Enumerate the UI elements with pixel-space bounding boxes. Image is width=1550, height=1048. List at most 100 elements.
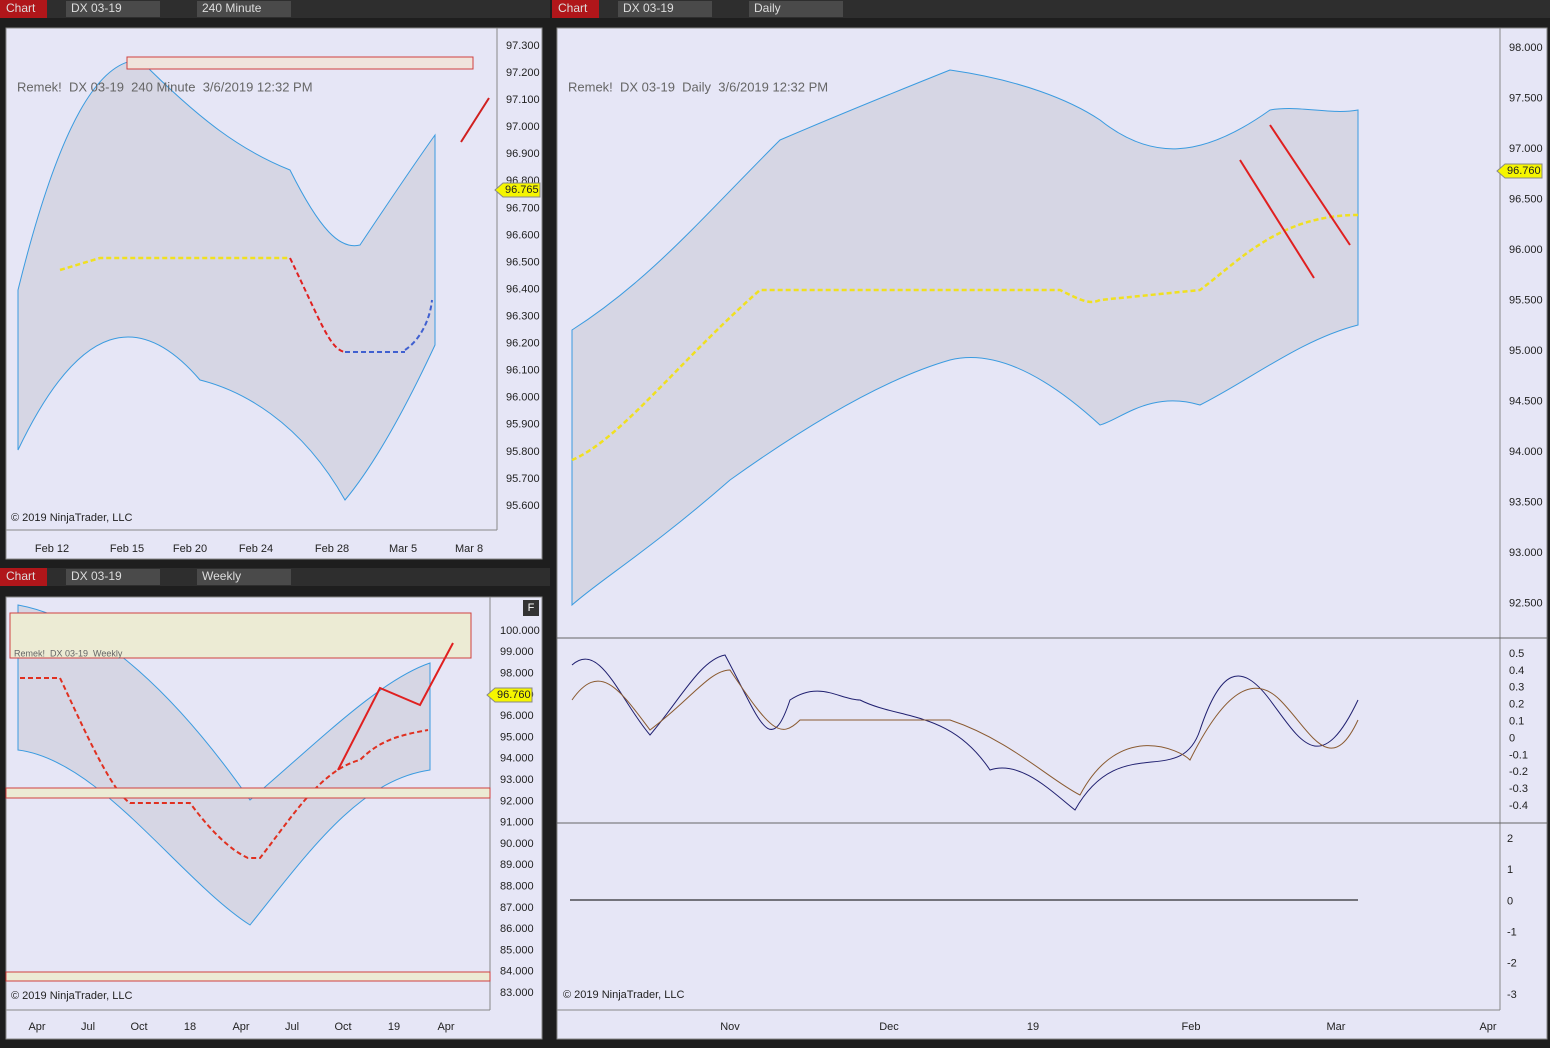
drawing — [337, 642, 454, 771]
axis-label: 87.000 — [500, 902, 534, 914]
axis-label: 94.000 — [500, 753, 534, 765]
copyright: © 2019 NinjaTrader, LLC — [11, 990, 132, 1002]
instrument[interactable]: DX 03-19 — [71, 1, 122, 15]
axis-label: 90.000 — [500, 838, 534, 850]
period-box[interactable] — [197, 569, 291, 585]
date-label: 19 — [388, 1021, 400, 1033]
axis-label: 97.200 — [506, 67, 540, 79]
axis-label: 96.200 — [506, 338, 540, 350]
drawing — [460, 97, 490, 143]
line — [345, 299, 433, 353]
period[interactable]: 240 Minute — [202, 1, 262, 15]
period-box[interactable] — [197, 1, 291, 17]
instrument[interactable]: DX 03-19 — [623, 1, 674, 15]
tab-label[interactable]: Chart — [6, 569, 36, 583]
date-label: 18 — [184, 1021, 196, 1033]
chart-tab[interactable] — [552, 0, 599, 18]
date-label: Feb 12 — [35, 543, 69, 555]
axis-label: 97.100 — [506, 94, 540, 106]
chart-tab[interactable] — [0, 568, 47, 586]
axis-label: 94.500 — [1509, 395, 1543, 407]
date-label: Feb 15 — [110, 543, 144, 555]
date-label: Dec — [879, 1021, 899, 1033]
copyright: © 2019 NinjaTrader, LLC — [11, 512, 132, 524]
axis-label: 94.000 — [1509, 446, 1543, 458]
axis-label: 95.500 — [1509, 294, 1543, 306]
zone — [9, 612, 472, 659]
instrument-box[interactable] — [618, 1, 712, 17]
axis-label: 97.000 — [506, 121, 540, 133]
axis-label: 96.500 — [506, 256, 540, 268]
axis-label: 96.400 — [506, 283, 540, 295]
axis-label: 0.2 — [1509, 699, 1524, 711]
date-label: Feb — [1182, 1021, 1201, 1033]
line — [59, 256, 290, 272]
axis-label: 91.000 — [500, 817, 534, 829]
tab-label[interactable]: Chart — [6, 1, 36, 15]
tab-label[interactable]: Chart — [558, 1, 588, 15]
instrument-box[interactable] — [66, 569, 160, 585]
axis-label: 96.900 — [506, 148, 540, 160]
axis-label: -0.1 — [1509, 749, 1528, 761]
axis-label: 97.000 — [1509, 143, 1543, 155]
axes: 97.30097.20097.10097.00096.90096.80096.7… — [28, 40, 1542, 1033]
chart-label: Remek! DX 03-19 Daily 3/6/2019 12:32 PM — [568, 79, 828, 94]
button[interactable] — [523, 600, 539, 616]
zone — [5, 971, 491, 982]
toolbar: Chart DX 03-19 240 Minute Chart DX 03-19… — [0, 0, 1550, 586]
date-label: Jul — [285, 1021, 299, 1033]
oscillator — [571, 654, 1359, 811]
axis-label: 96.000 — [506, 392, 540, 404]
axis-label: -0.3 — [1509, 783, 1528, 795]
date-label: Oct — [130, 1021, 147, 1033]
price-marker-label: 96.760 — [1507, 165, 1541, 177]
axis-label: 92.500 — [1509, 597, 1543, 609]
axis-label: 2 — [1507, 833, 1513, 845]
axis-label: 95.600 — [506, 500, 540, 512]
axis-label: 84.000 — [500, 966, 534, 978]
instrument-box[interactable] — [66, 1, 160, 17]
axis-label: 93.000 — [1509, 547, 1543, 559]
axis-label: 92.000 — [500, 795, 534, 807]
axis-label: 98.000 — [1509, 42, 1543, 54]
axis-label: 93.000 — [500, 774, 534, 786]
oscillator-signal — [571, 669, 1359, 796]
axis-label: 96.000 — [500, 710, 534, 722]
price-marker-label: 96.760 — [497, 689, 531, 701]
axis-label: 96.300 — [506, 311, 540, 323]
period[interactable]: Daily — [754, 1, 781, 15]
axis-label: 88.000 — [500, 881, 534, 893]
axis-label: 89.000 — [500, 859, 534, 871]
date-label: Mar — [1327, 1021, 1346, 1033]
button-label[interactable]: F — [528, 602, 535, 614]
date-label: Feb 28 — [315, 543, 349, 555]
chart-label: Remek! DX 03-19 Weekly — [14, 648, 123, 658]
axis-label: 0.3 — [1509, 682, 1524, 694]
axis-label: -3 — [1507, 989, 1517, 1001]
axis-label: 1 — [1507, 864, 1513, 876]
price-marker — [494, 182, 541, 198]
axis-label: 95.000 — [500, 731, 534, 743]
drawing — [1239, 124, 1351, 279]
date-label: Jul — [81, 1021, 95, 1033]
date-label: Feb 24 — [239, 543, 273, 555]
axis-label: 100.000 — [500, 625, 540, 637]
axis-label: -2 — [1507, 958, 1517, 970]
copyright: © 2019 NinjaTrader, LLC — [563, 989, 684, 1001]
instrument[interactable]: DX 03-19 — [71, 569, 122, 583]
date-label: Oct — [334, 1021, 351, 1033]
chart-tab[interactable] — [0, 0, 47, 18]
axis-label: 96.600 — [506, 229, 540, 241]
period[interactable]: Weekly — [202, 569, 241, 583]
axis-label: -0.4 — [1509, 800, 1528, 812]
axis-label: 85.000 — [500, 944, 534, 956]
axis-label: 96.700 — [506, 202, 540, 214]
date-label: Mar 8 — [455, 543, 483, 555]
period-box[interactable] — [749, 1, 843, 17]
axis-label: 0 — [1507, 895, 1513, 907]
date-label: Apr — [437, 1021, 454, 1033]
axis-label: 97.500 — [1509, 92, 1543, 104]
date-label: Apr — [28, 1021, 45, 1033]
price-marker — [486, 687, 533, 703]
